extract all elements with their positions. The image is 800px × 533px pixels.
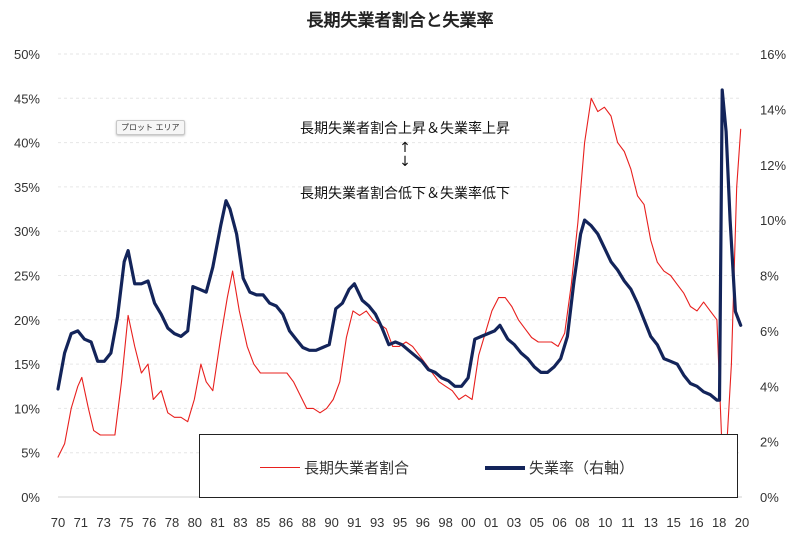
x-tick-label: 01 [484, 515, 498, 530]
left-tick-label: 35% [14, 180, 40, 195]
left-tick-label: 25% [14, 269, 40, 284]
x-tick-label: 91 [347, 515, 361, 530]
x-tick-label: 75 [119, 515, 133, 530]
x-tick-label: 76 [142, 515, 156, 530]
left-tick-label: 15% [14, 357, 40, 372]
left-tick-label: 50% [14, 47, 40, 62]
right-y-axis: 0% 2% 4% 6% 8% 10% 12% 14% 16% [760, 47, 786, 505]
right-tick-label: 12% [760, 158, 786, 173]
legend-swatch-long-term [260, 467, 300, 468]
legend: 長期失業者割合 失業率（右軸） [199, 434, 738, 498]
legend-item-long-term: 長期失業者割合 [260, 457, 409, 478]
x-tick-label: 06 [552, 515, 566, 530]
x-tick-label: 08 [575, 515, 589, 530]
right-tick-label: 0% [760, 490, 779, 505]
x-tick-label: 93 [370, 515, 384, 530]
x-tick-label: 73 [96, 515, 110, 530]
x-tick-label: 88 [302, 515, 316, 530]
x-tick-label: 15 [666, 515, 680, 530]
series-line-unemployment [56, 88, 743, 402]
x-tick-label: 10 [598, 515, 612, 530]
right-tick-label: 4% [760, 379, 779, 394]
right-tick-label: 6% [760, 324, 779, 339]
x-tick-label: 00 [461, 515, 475, 530]
left-y-axis: 0% 5% 10% 15% 20% 25% 30% 35% 40% 45% 50% [14, 47, 40, 505]
annotation-arrows: ↑ ↓ [255, 141, 555, 169]
x-tick-label: 90 [324, 515, 338, 530]
x-axis: 70 71 73 75 76 78 80 81 83 85 86 88 90 91 93 95 96 98 00 01… [51, 515, 749, 530]
x-tick-label: 98 [438, 515, 452, 530]
up-down-arrows: ↑ ↓ [399, 140, 411, 170]
x-tick-label: 95 [393, 515, 407, 530]
left-tick-label: 30% [14, 224, 40, 239]
x-tick-label: 11 [621, 515, 635, 530]
legend-swatch-unemployment [485, 465, 525, 470]
legend-item-unemployment: 失業率（右軸） [485, 457, 634, 478]
right-tick-label: 10% [760, 213, 786, 228]
right-tick-label: 14% [760, 102, 786, 117]
x-tick-label: 81 [210, 515, 224, 530]
annotation-down: 長期失業者割合低下＆失業率低下 [300, 186, 510, 202]
x-tick-label: 80 [188, 515, 202, 530]
x-tick-label: 96 [416, 515, 430, 530]
x-tick-label: 20 [735, 515, 749, 530]
chart-title: 長期失業者割合と失業率 [306, 11, 494, 31]
left-tick-label: 20% [14, 313, 40, 328]
x-tick-label: 16 [689, 515, 703, 530]
series-lines [56, 88, 743, 458]
x-tick-label: 83 [233, 515, 247, 530]
legend-label-unemployment: 失業率（右軸） [529, 459, 635, 477]
x-tick-label: 71 [74, 515, 88, 530]
x-tick-label: 05 [530, 515, 544, 530]
gridlines [58, 53, 742, 498]
left-tick-label: 45% [14, 91, 40, 106]
right-tick-label: 16% [760, 47, 786, 62]
left-tick-label: 40% [14, 136, 40, 151]
x-tick-label: 78 [165, 515, 179, 530]
x-tick-label: 18 [712, 515, 726, 530]
x-tick-label: 86 [279, 515, 293, 530]
x-tick-label: 13 [644, 515, 658, 530]
left-tick-label: 0% [21, 490, 40, 505]
left-tick-label: 10% [14, 401, 40, 416]
x-tick-label: 70 [51, 515, 65, 530]
x-tick-label: 85 [256, 515, 270, 530]
left-tick-label: 5% [21, 446, 40, 461]
right-tick-label: 2% [760, 435, 779, 450]
right-tick-label: 8% [760, 269, 779, 284]
legend-label-long-term: 長期失業者割合 [304, 459, 410, 477]
plot-area-tooltip: プロット エリア [116, 120, 185, 135]
annotation-up: 長期失業者割合上昇＆失業率上昇 [300, 121, 510, 137]
x-tick-label: 03 [507, 515, 521, 530]
